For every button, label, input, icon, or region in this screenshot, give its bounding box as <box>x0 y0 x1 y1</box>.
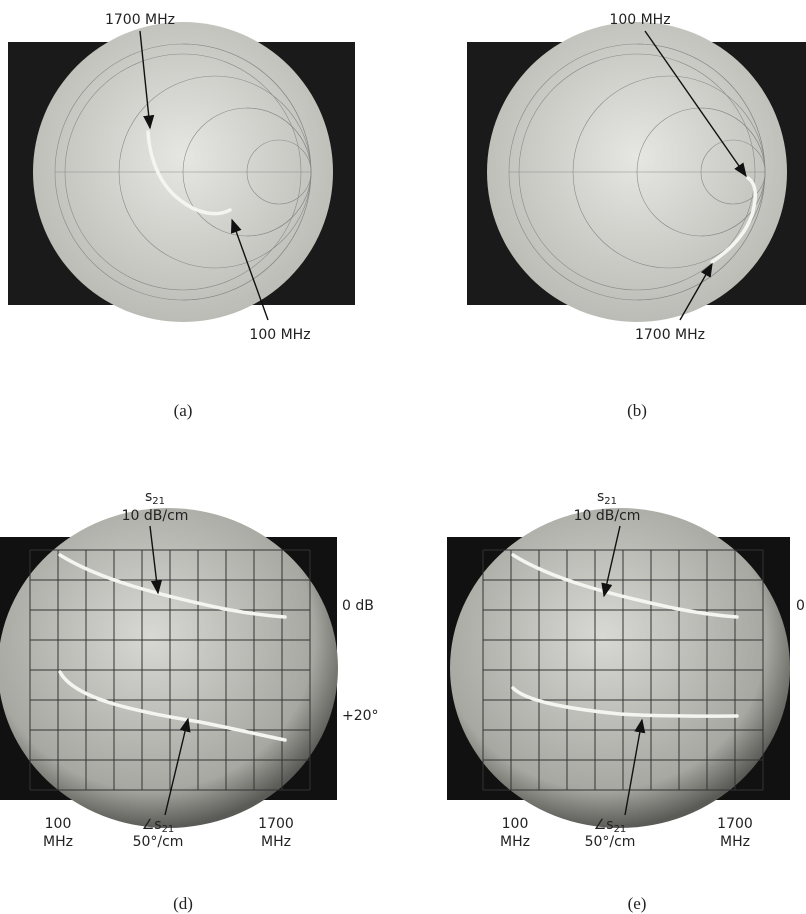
panel-b: 100 MHz 1700 MHz (b) <box>467 12 806 420</box>
frequency-label: 100 MHz <box>609 12 670 28</box>
caption: (b) <box>627 401 647 420</box>
panel-e: s21 10 dB/cm 0 dB ∠s21 50°/cm 100 MHz 17… <box>447 489 806 913</box>
frequency-label: 1700 MHz <box>635 327 705 343</box>
scope-screen <box>0 508 338 828</box>
reference-label: 0 dB <box>342 598 374 614</box>
page: 1700 MHz 100 MHz (a) 100 MHz 1700 MHz (b… <box>0 0 806 914</box>
frequency-label: 1700 MHz <box>105 12 175 28</box>
caption: (d) <box>173 894 193 913</box>
x-label: 100 <box>502 816 529 832</box>
scope-screen <box>450 508 790 828</box>
parameter-label: s21 <box>145 489 165 507</box>
caption: (a) <box>174 401 193 420</box>
parameter-label: s21 <box>597 489 617 507</box>
scale-label: 10 dB/cm <box>122 508 189 524</box>
x-label: 1700 <box>717 816 753 832</box>
x-label: MHz <box>500 834 530 850</box>
x-label: 1700 <box>258 816 294 832</box>
scale-label: 50°/cm <box>133 834 184 850</box>
x-label: MHz <box>720 834 750 850</box>
scale-label: 10 dB/cm <box>574 508 641 524</box>
x-label: MHz <box>261 834 291 850</box>
panel-a: 1700 MHz 100 MHz (a) <box>8 12 355 420</box>
caption: (e) <box>628 894 647 913</box>
frequency-label: 100 MHz <box>249 327 310 343</box>
scale-label: 50°/cm <box>585 834 636 850</box>
x-label: 100 <box>45 816 72 832</box>
reference-label: 0 dB <box>796 598 806 614</box>
panel-d: s21 10 dB/cm 0 dB +20° ∠s21 50°/cm 100 M… <box>0 489 379 913</box>
reference-label: +20° <box>342 708 379 724</box>
x-label: MHz <box>43 834 73 850</box>
